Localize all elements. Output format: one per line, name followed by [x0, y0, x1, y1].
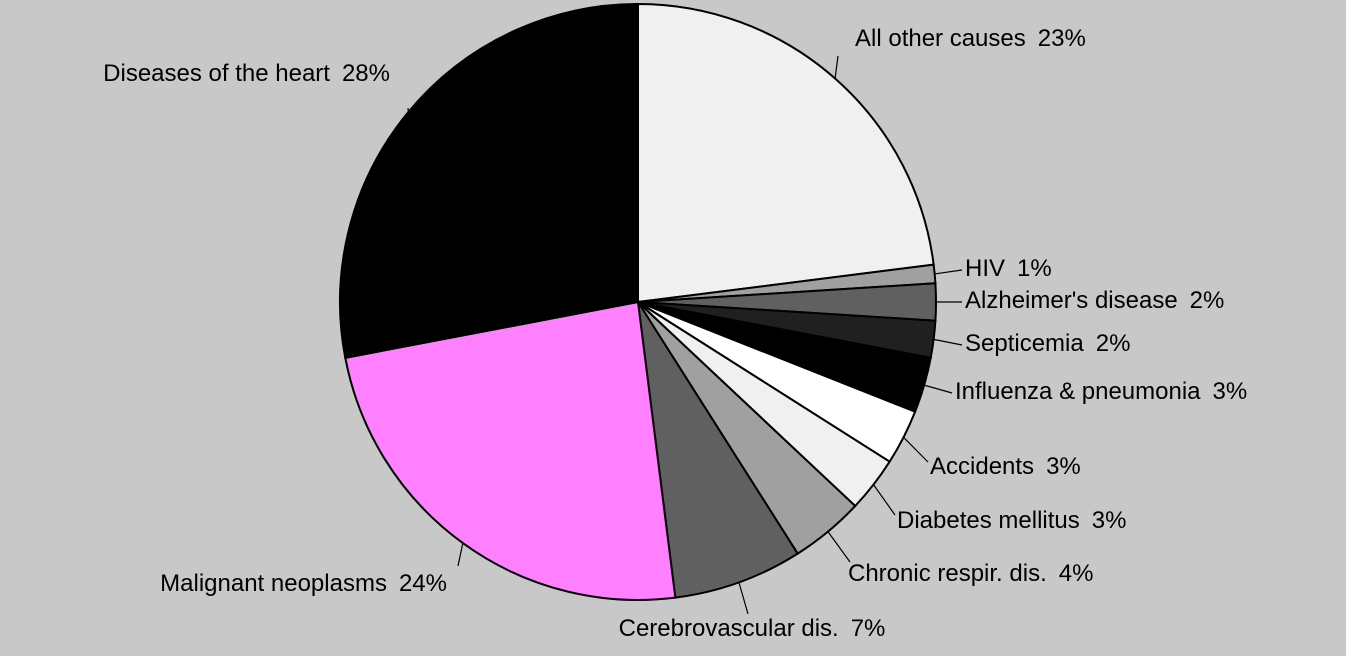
slice-value: 2% — [1096, 330, 1131, 357]
pie-slice — [637, 2, 935, 304]
slice-value: 28% — [342, 60, 390, 87]
leader-line — [933, 338, 963, 346]
slice-label: Alzheimer's disease 2% — [965, 287, 1224, 314]
slice-label: Accidents 3% — [930, 453, 1081, 480]
leader-line — [827, 531, 851, 563]
leader-line — [903, 436, 929, 463]
slice-value: 2% — [1190, 287, 1225, 314]
leader-line — [834, 55, 839, 79]
slice-value: 3% — [1213, 378, 1248, 405]
slice-category: Diabetes mellitus — [897, 507, 1080, 534]
slice-category: Malignant neoplasms — [160, 570, 387, 597]
pie-slice — [637, 301, 800, 599]
slice-category: Accidents — [930, 453, 1034, 480]
slice-label: Septicemia 2% — [965, 330, 1130, 357]
pie-slice — [339, 2, 639, 360]
slice-category: HIV — [965, 255, 1005, 282]
slice-label: Chronic respir. dis. 4% — [848, 560, 1093, 587]
slice-category: Septicemia — [965, 330, 1084, 357]
leader-line — [872, 484, 896, 516]
slice-label: Cerebrovascular dis. 7% — [619, 615, 886, 642]
slice-category: Chronic respir. dis. — [848, 560, 1047, 587]
slice-category: Alzheimer's disease — [965, 287, 1178, 314]
slice-label: HIV 1% — [965, 255, 1052, 282]
leader-line — [934, 269, 963, 275]
slice-category: Diseases of the heart — [103, 60, 330, 87]
slice-value: 4% — [1059, 560, 1094, 587]
slice-category: All other causes — [855, 25, 1026, 52]
slice-label: Diseases of the heart 28% — [103, 60, 390, 87]
slice-value: 24% — [399, 570, 447, 597]
slice-label: Diabetes mellitus 3% — [897, 507, 1126, 534]
slice-label: All other causes 23% — [855, 25, 1086, 52]
slice-value: 3% — [1092, 507, 1127, 534]
slice-category: Cerebrovascular dis. — [619, 615, 839, 642]
leader-line — [924, 384, 953, 394]
slice-value: 7% — [851, 615, 886, 642]
slice-value: 3% — [1046, 453, 1081, 480]
leader-line — [738, 582, 749, 615]
slice-label: Malignant neoplasms 24% — [160, 570, 447, 597]
slice-label: Influenza & pneumonia 3% — [955, 378, 1247, 405]
slice-category: Influenza & pneumonia — [955, 378, 1201, 405]
slice-value: 1% — [1017, 255, 1052, 282]
slice-value: 23% — [1038, 25, 1086, 52]
leader-line — [457, 542, 464, 567]
